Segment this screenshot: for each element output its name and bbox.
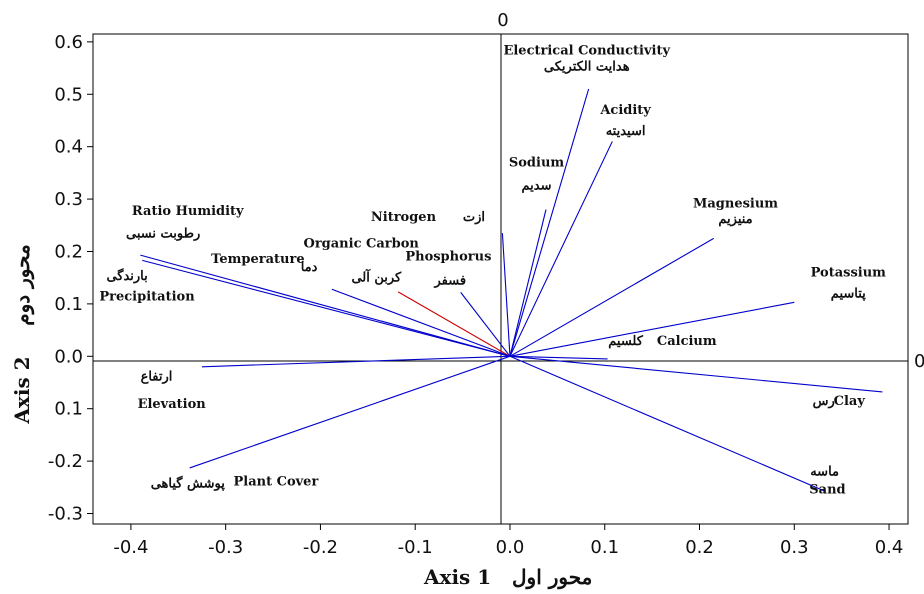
y-tick-label: 0.4 [54,137,83,158]
vector-label-pr_fa: بارندگی [106,267,147,284]
y-axis-title-fa: محور دوم [10,244,35,326]
y-tick-label: 0.1 [54,294,83,315]
top-zero-label: 0 [497,10,508,31]
x-tick-label: -0.1 [398,537,433,558]
vector-label-rh_en: Ratio Humidity [132,204,244,219]
vector-label-k_en: Potassium [811,266,887,281]
x-axis-title-en: Axis 1 [423,565,491,589]
vector-magnesium-4 [509,237,715,357]
y-tick-label: -0.3 [48,504,83,525]
vector-label-p_en: Phosphorus [405,249,491,264]
x-tick-label: 0.2 [685,537,714,558]
vector-label-acid_fa: اسیدیته [606,124,646,139]
vector-sodium-2 [509,209,547,357]
y-tick-label: 0.6 [54,32,83,53]
vector-label-n_en: Nitrogen [371,210,437,225]
vector-label-sand_en: Sand [809,483,845,498]
vector-electrical-conductivity-0 [509,88,590,357]
vector-label-ec_en: Electrical Conductivity [503,43,670,58]
vector-label-sand_fa: ماسه [810,464,839,479]
x-axis-title-fa: محور اول [512,565,592,590]
y-tick-label: 0.2 [54,241,83,262]
vector-sand-8 [509,355,826,493]
y-tick-label: 0.1 [54,399,83,420]
vector-label-k_fa: پتاسیم [831,287,866,302]
vector-acidity-1 [509,141,613,357]
vector-label-n_fa: ازت [463,210,485,225]
vector-organic-carbon-10 [397,291,511,357]
vector-temperature-12 [142,259,511,357]
vector-label-clay_en: Clay [834,394,866,409]
vector-phosphorus-9 [460,292,511,357]
x-tick-group: -0.4 -0.3 -0.2 -0.1 0.0 0.1 0.2 0.3 0.4 [113,524,903,558]
vector-label-pc_en: Plant Cover [233,475,318,490]
vector-label-ca_en: Calcium [657,334,717,349]
y-tick-label: -0.2 [48,451,83,472]
vector-label-ca_fa: کلسیم [608,334,643,349]
vector-label-pc_fa: پوشش گیاهی [151,474,225,491]
vector-label-p_fa: فسفر [433,274,466,289]
x-tick-label: -0.2 [303,537,338,558]
vector-ratio-humidity-13 [140,254,511,357]
y-tick-label: 0.3 [54,189,83,210]
y-tick-label: 0.0 [54,346,83,367]
vector-label-clay_fa: رس [813,394,835,409]
x-tick-label: -0.4 [113,537,148,558]
y-axis-title-en: Axis 2 [10,356,34,424]
vector-calcium-6 [509,355,608,360]
right-zero-label: 0 [914,351,924,372]
vector-label-el_en: Elevation [138,397,207,412]
vector-clay-7 [509,355,883,393]
vector-label-el_fa: ارتفاع [141,369,173,384]
vector-label-rh_fa: رطوبت نسبی [126,226,200,241]
vector-label-ec_fa: هدایت الکتریکی [544,60,630,75]
x-tick-label: 0.1 [590,537,619,558]
vector-group [140,88,883,493]
y-tick-group: -0.3 -0.2 0.1 0.0 0.1 0.2 0.3 0.4 0.5 0.6 [48,32,93,525]
vector-label-acid_en: Acidity [599,103,651,118]
x-tick-label: 0.3 [780,537,809,558]
vector-label-temp_fa: دما [301,260,318,275]
vector-label-mg_en: Magnesium [693,196,778,211]
vector-label-oc_en: Organic Carbon [304,236,420,251]
vector-label-group: Electrical Conductivity هدایت الکتریکی Aci… [99,43,886,497]
vector-organic-carbon-11 [331,288,511,357]
vector-label-na_en: Sodium [509,156,565,171]
vector-potassium-5 [509,301,795,357]
vector-label-na_fa: سدیم [522,179,552,194]
vector-plant-cover-15 [189,355,511,469]
x-tick-label: 0.0 [496,537,525,558]
x-tick-label: -0.3 [208,537,243,558]
vector-label-temp_en: Temperature [211,252,304,267]
vector-label-oc_fa: کربن آلی [351,268,402,285]
vector-nitrogen-3 [501,233,511,357]
vector-label-mg_fa: منیزیم [718,212,752,227]
vector-label-pr_en: Precipitation [99,290,195,305]
x-tick-label: 0.4 [875,537,904,558]
y-tick-label: 0.5 [54,84,83,105]
vector-elevation-14 [201,355,510,368]
zero-reference-lines [93,34,908,524]
